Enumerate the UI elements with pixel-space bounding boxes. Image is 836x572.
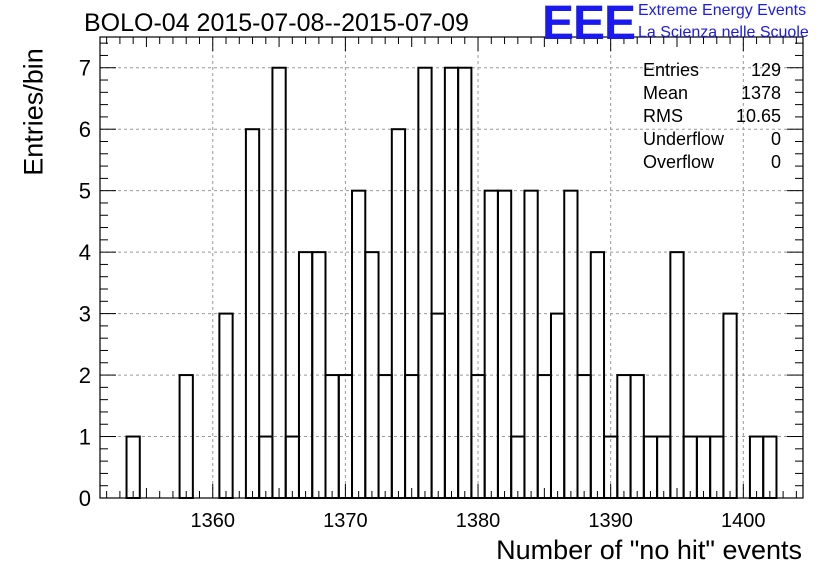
histogram-bar	[390, 128, 407, 499]
histogram-bar	[523, 189, 539, 500]
y-axis-title: Entries/bin	[18, 48, 49, 176]
x-tick-label: 1380	[456, 510, 501, 532]
histogram-bar	[642, 435, 659, 499]
y-tick-label: 2	[79, 363, 91, 388]
histogram-bar	[443, 66, 460, 499]
stats-row-mean: Mean 1378	[643, 82, 781, 105]
histogram-bar	[351, 189, 367, 500]
y-tick-label: 3	[79, 302, 91, 327]
stats-box: Entries 129 Mean 1378 RMS 10.65 Underflo…	[643, 59, 781, 174]
histogram-bar	[258, 435, 274, 499]
logo-line-1: Extreme Energy Events	[638, 2, 807, 19]
stats-value: 10.65	[735, 106, 781, 126]
histogram-bar	[549, 312, 566, 499]
y-tick-label: 4	[79, 240, 91, 265]
chart-title: BOLO-04 2015-07-08--2015-07-09	[84, 9, 469, 37]
logo-mark: EEE	[542, 0, 636, 50]
y-tick-label: 1	[79, 425, 91, 450]
histogram-bar	[709, 435, 725, 499]
histogram-bar	[510, 435, 526, 499]
grid-lines	[100, 37, 803, 498]
stats-row-entries: Entries 129	[643, 59, 781, 82]
y-tick-label: 5	[79, 179, 91, 204]
stats-row-overflow: Overflow 0	[643, 151, 781, 174]
histogram-bar	[762, 435, 778, 499]
histogram-bar	[656, 435, 672, 499]
tick-labels: 1360 1370 1380 1390 1400 0 1 2 3 4 5 6 7	[79, 56, 766, 532]
stats-value: 0	[770, 152, 781, 172]
y-tick-label: 7	[79, 56, 91, 81]
x-axis-title: Number of "no hit" events	[496, 535, 802, 565]
histogram-bar	[682, 435, 698, 499]
stats-label: Entries	[643, 60, 700, 80]
histogram-bar	[218, 312, 234, 499]
stats-label: Mean	[643, 83, 689, 103]
stats-row-rms: RMS 10.65	[643, 105, 781, 128]
histogram-bar	[430, 312, 446, 499]
x-tick-label: 1370	[323, 510, 368, 532]
histogram-bar	[563, 189, 579, 500]
tick-marks	[100, 37, 803, 499]
stats-label: Overflow	[643, 152, 715, 172]
histogram-bar	[748, 435, 765, 499]
stats-value: 129	[750, 60, 781, 80]
histogram-bar	[284, 435, 300, 499]
x-tick-label: 1400	[721, 510, 766, 532]
y-tick-label: 6	[79, 117, 91, 142]
x-tick-label: 1390	[588, 510, 633, 532]
histogram-bar	[483, 189, 499, 500]
histogram-bar	[125, 435, 141, 499]
histogram-bar	[496, 189, 513, 500]
histogram-bar	[457, 66, 473, 499]
histogram-bar	[722, 312, 738, 499]
histogram-bar	[271, 66, 287, 499]
histogram-bar	[695, 435, 712, 499]
stats-row-underflow: Underflow 0	[643, 128, 781, 151]
x-tick-label: 1360	[190, 510, 235, 532]
histogram-bar	[417, 66, 433, 499]
stats-label: Underflow	[643, 129, 725, 149]
stats-value: 1378	[740, 83, 781, 103]
y-tick-label: 0	[79, 486, 91, 511]
stats-label: RMS	[643, 106, 683, 126]
stats-value: 0	[770, 129, 781, 149]
logo-line-2: La Scienza nelle Scuole	[638, 24, 809, 41]
